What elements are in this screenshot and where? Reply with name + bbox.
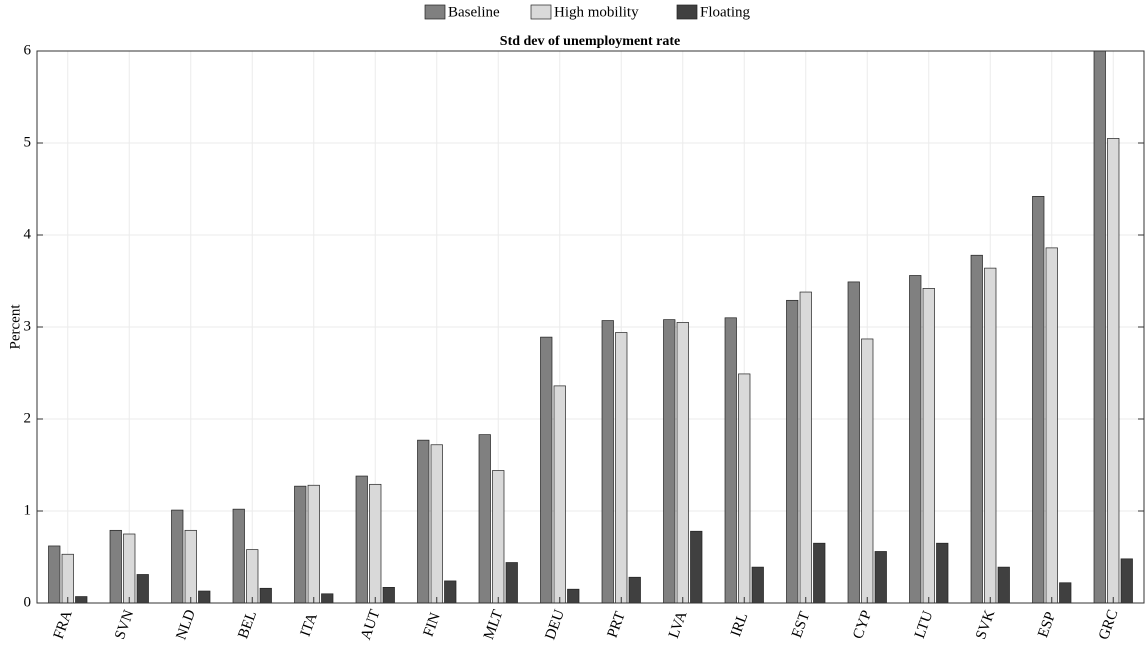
x-tick-label: AUT (358, 608, 384, 642)
bar (1032, 196, 1045, 603)
y-tick-label: 1 (24, 502, 32, 518)
bar (382, 587, 395, 603)
bar (997, 566, 1010, 603)
bar (540, 336, 553, 603)
bar (430, 444, 443, 603)
bar (984, 267, 997, 603)
bar (738, 373, 751, 603)
x-tick-label: SVN (112, 608, 137, 642)
bar (970, 254, 983, 603)
bar (799, 291, 812, 603)
bar (874, 551, 887, 603)
legend: Baseline High mobility Floating (424, 4, 751, 20)
bar (505, 562, 518, 603)
legend-swatch (530, 4, 552, 20)
x-tick-label: MLT (481, 608, 506, 642)
bar (307, 484, 320, 603)
bar (198, 590, 211, 603)
bar (184, 529, 197, 603)
bar (369, 483, 382, 603)
y-tick-label: 0 (24, 594, 32, 610)
x-tick-label: EST (789, 610, 813, 641)
y-tick-label: 4 (24, 226, 32, 242)
bar (417, 439, 430, 603)
legend-label: Floating (700, 4, 751, 20)
x-tick-label: ITA (298, 611, 321, 639)
bar (136, 574, 149, 603)
x-tick-label: ESP (1035, 610, 1059, 640)
bar (109, 529, 122, 603)
bar (676, 322, 689, 603)
y-axis-label: Percent (7, 304, 23, 350)
bar (724, 317, 737, 603)
x-tick-label: IRL (728, 611, 751, 639)
bar (922, 288, 935, 603)
bar (615, 332, 628, 603)
bar (246, 549, 259, 603)
bar (847, 281, 860, 603)
x-tick-label: SVK (973, 608, 998, 642)
bar (492, 470, 505, 603)
legend-label: Baseline (448, 4, 500, 20)
bar (786, 299, 799, 603)
plot-frame (36, 50, 1145, 604)
bar (123, 533, 136, 603)
x-tick-label: PRT (605, 610, 629, 640)
bar (294, 485, 307, 603)
bar (75, 596, 88, 603)
bar (601, 320, 614, 603)
bar (259, 587, 272, 603)
bar (61, 553, 74, 603)
x-tick-label: NLD (173, 607, 199, 642)
x-tick-label: CYP (850, 608, 875, 641)
bar (813, 542, 826, 603)
bar (444, 580, 457, 603)
bar (567, 588, 580, 603)
y-tick-label: 3 (24, 318, 32, 334)
bar (1093, 51, 1106, 603)
x-tick-label: LTU (912, 609, 937, 641)
x-tick-label: DEU (542, 607, 568, 642)
bar (171, 509, 184, 603)
y-tick-label: 6 (24, 42, 32, 58)
bar (936, 542, 949, 603)
bar (321, 593, 334, 603)
y-tick-label: 5 (24, 134, 32, 150)
chart-title: Std dev of unemployment rate (500, 34, 680, 49)
bar (553, 385, 566, 603)
bars (48, 51, 1133, 603)
bar (355, 475, 368, 603)
bar (1059, 582, 1072, 603)
bar (1120, 558, 1133, 603)
legend-label: High mobility (554, 4, 639, 20)
bar (1045, 247, 1058, 603)
bar (751, 566, 764, 603)
x-tick-label: BEL (235, 609, 260, 641)
bar (690, 530, 703, 603)
legend-swatch (424, 4, 446, 20)
legend-swatch (676, 4, 698, 20)
bar (861, 338, 874, 603)
bar (628, 576, 641, 603)
x-tick-label: LVA (666, 609, 691, 640)
bar (663, 319, 676, 603)
y-tick-label: 2 (24, 410, 32, 426)
bar (48, 545, 61, 603)
bar (232, 508, 245, 603)
x-tick-label: GRC (1096, 608, 1122, 642)
bar (1107, 138, 1120, 603)
bar (478, 434, 491, 603)
x-tick-label: FRA (51, 608, 76, 641)
x-tick-label: FIN (421, 611, 444, 639)
bar (909, 275, 922, 603)
